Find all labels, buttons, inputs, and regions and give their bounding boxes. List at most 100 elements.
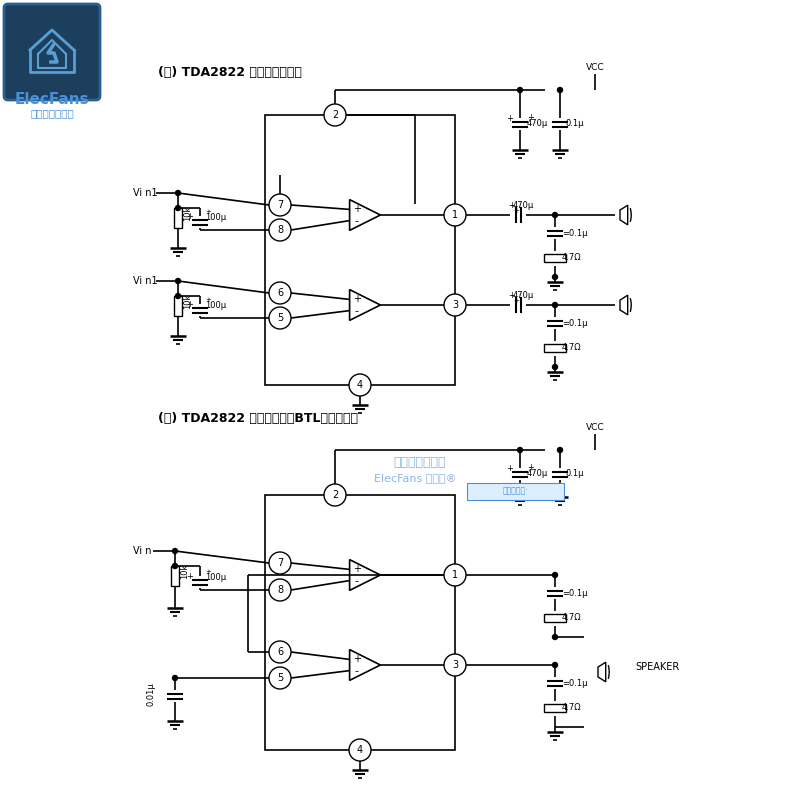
Text: 不得口播放·: 不得口播放· — [502, 486, 528, 495]
Text: +: + — [186, 300, 194, 309]
Text: 1: 1 — [452, 210, 458, 220]
Text: VCC: VCC — [586, 423, 604, 432]
Circle shape — [269, 579, 291, 601]
Bar — [544, 344, 566, 352]
Text: 3: 3 — [452, 660, 458, 670]
Circle shape — [444, 294, 466, 316]
Circle shape — [324, 484, 346, 506]
Circle shape — [553, 365, 558, 370]
Circle shape — [269, 282, 291, 304]
Text: Vi n: Vi n — [133, 546, 151, 556]
Text: +: + — [186, 212, 194, 221]
Text: 4: 4 — [357, 380, 363, 390]
Text: 0.1µ: 0.1µ — [566, 119, 585, 129]
Text: 电子爱好者之家: 电子爱好者之家 — [30, 108, 74, 118]
Circle shape — [175, 206, 181, 210]
Text: +: + — [353, 654, 361, 664]
Text: +: + — [353, 565, 361, 574]
Text: 470µ: 470µ — [513, 290, 534, 299]
Text: -: - — [354, 666, 358, 675]
FancyBboxPatch shape — [467, 483, 564, 500]
Text: SPEAKER: SPEAKER — [635, 662, 679, 672]
Text: 4: 4 — [357, 745, 363, 755]
Text: +: + — [513, 298, 519, 304]
Circle shape — [349, 739, 371, 761]
Circle shape — [173, 549, 178, 554]
Text: +: + — [506, 114, 514, 123]
Bar — [171, 566, 179, 586]
Text: +: + — [506, 464, 514, 473]
Text: -: - — [354, 215, 358, 226]
Bar — [544, 254, 566, 262]
Text: +: + — [508, 291, 515, 301]
Text: +: + — [527, 114, 534, 122]
Circle shape — [173, 563, 178, 569]
Text: =0.1µ: =0.1µ — [562, 678, 587, 687]
Text: 470µ: 470µ — [513, 201, 534, 210]
Text: 4.7Ω: 4.7Ω — [562, 343, 582, 353]
Text: Vi n1: Vi n1 — [133, 188, 158, 198]
Text: 2: 2 — [332, 110, 338, 120]
Circle shape — [444, 564, 466, 586]
Circle shape — [444, 654, 466, 676]
Circle shape — [518, 87, 522, 93]
Circle shape — [269, 194, 291, 216]
Circle shape — [175, 294, 181, 298]
Circle shape — [269, 552, 291, 574]
Bar — [174, 296, 182, 316]
Text: 470µ: 470µ — [527, 119, 548, 129]
Text: 3: 3 — [452, 300, 458, 310]
Text: 7: 7 — [277, 558, 283, 568]
Circle shape — [444, 204, 466, 226]
Text: 1: 1 — [452, 570, 458, 580]
Text: +: + — [205, 209, 211, 215]
Text: 5: 5 — [277, 673, 283, 683]
Circle shape — [269, 219, 291, 241]
Text: +: + — [513, 208, 519, 214]
Circle shape — [558, 447, 562, 453]
Text: ElecFans 科彦立®: ElecFans 科彦立® — [374, 473, 456, 483]
Text: 10k: 10k — [183, 294, 192, 309]
Circle shape — [269, 667, 291, 689]
Text: 6: 6 — [277, 288, 283, 298]
Bar — [544, 704, 566, 712]
Circle shape — [558, 87, 562, 93]
Text: =0.1µ: =0.1µ — [562, 589, 587, 598]
Text: -: - — [354, 576, 358, 586]
Text: +: + — [353, 294, 361, 304]
Text: 0.1µ: 0.1µ — [566, 470, 585, 478]
Text: 电子爱好者之家: 电子爱好者之家 — [394, 455, 446, 469]
Circle shape — [553, 213, 558, 218]
Bar — [265, 495, 455, 750]
Circle shape — [553, 302, 558, 307]
Circle shape — [173, 675, 178, 681]
Circle shape — [553, 634, 558, 639]
Text: =0.1µ: =0.1µ — [562, 318, 587, 327]
Text: (一) TDA2822 立体声应用线路: (一) TDA2822 立体声应用线路 — [158, 66, 302, 79]
Text: 100µ: 100µ — [205, 302, 226, 310]
Text: 0.01µ: 0.01µ — [146, 682, 155, 706]
Text: +: + — [353, 204, 361, 214]
Text: 10k: 10k — [180, 563, 189, 578]
Circle shape — [553, 573, 558, 578]
Text: 4.7Ω: 4.7Ω — [562, 614, 582, 622]
Text: 8: 8 — [277, 225, 283, 235]
Text: 8: 8 — [277, 585, 283, 595]
Circle shape — [175, 278, 181, 283]
Text: 7: 7 — [277, 200, 283, 210]
Circle shape — [269, 307, 291, 329]
Text: -: - — [354, 306, 358, 315]
Circle shape — [349, 374, 371, 396]
Bar — [544, 614, 566, 622]
Text: 6: 6 — [277, 647, 283, 657]
Circle shape — [324, 104, 346, 126]
Text: Vi n1: Vi n1 — [133, 276, 158, 286]
Bar — [174, 208, 182, 228]
Text: 5: 5 — [277, 313, 283, 323]
Text: ElecFans: ElecFans — [14, 93, 90, 107]
Circle shape — [269, 641, 291, 663]
Text: 100µ: 100µ — [205, 214, 226, 222]
Text: 2: 2 — [332, 490, 338, 500]
Bar — [265, 115, 455, 385]
Circle shape — [175, 190, 181, 195]
